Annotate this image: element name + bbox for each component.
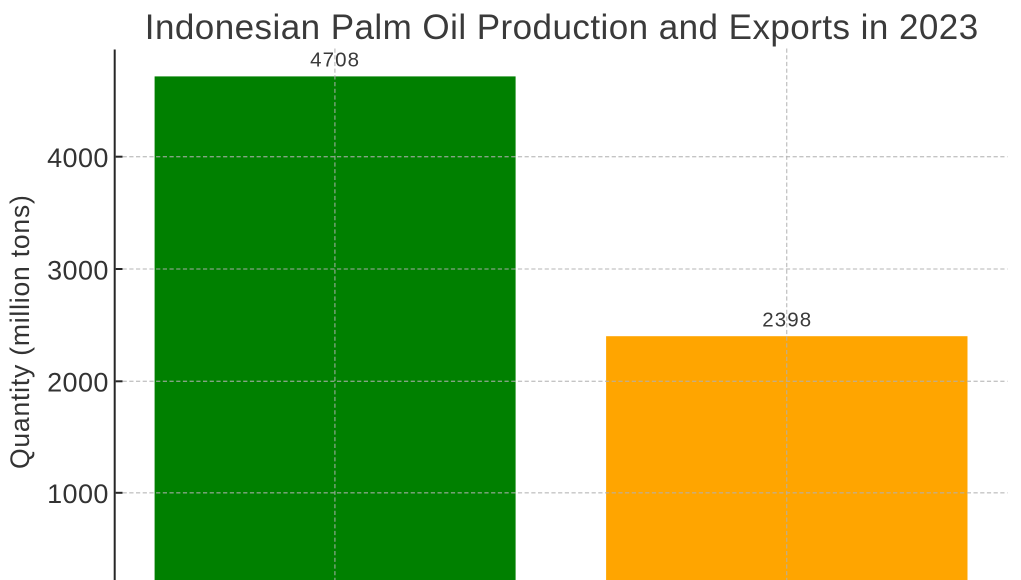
svg-text:4000: 4000 — [47, 143, 109, 173]
svg-text:1000: 1000 — [47, 479, 109, 509]
svg-text:Indonesian Palm Oil Production: Indonesian Palm Oil Production and Expor… — [145, 8, 979, 47]
svg-text:3000: 3000 — [47, 255, 109, 285]
svg-text:Quantity (million tons): Quantity (million tons) — [5, 194, 35, 469]
svg-text:2398: 2398 — [762, 308, 812, 331]
svg-text:2000: 2000 — [47, 368, 109, 398]
svg-text:4708: 4708 — [310, 49, 360, 72]
